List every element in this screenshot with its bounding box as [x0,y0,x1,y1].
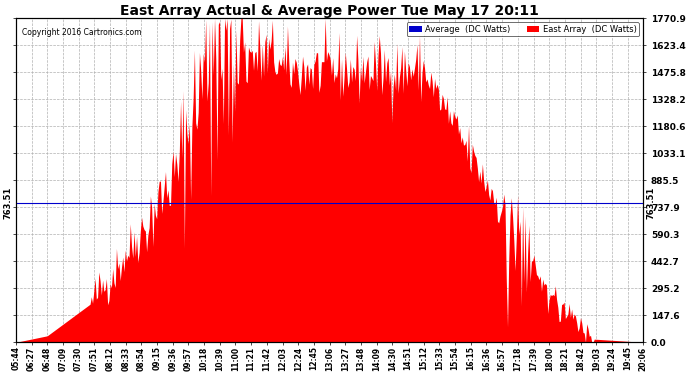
Text: Copyright 2016 Cartronics.com: Copyright 2016 Cartronics.com [22,28,141,37]
Legend: Average  (DC Watts), East Array  (DC Watts): Average (DC Watts), East Array (DC Watts… [406,22,639,36]
Text: 763.51: 763.51 [3,186,12,219]
Title: East Array Actual & Average Power Tue May 17 20:11: East Array Actual & Average Power Tue Ma… [120,4,539,18]
Text: 763.51: 763.51 [647,186,656,219]
